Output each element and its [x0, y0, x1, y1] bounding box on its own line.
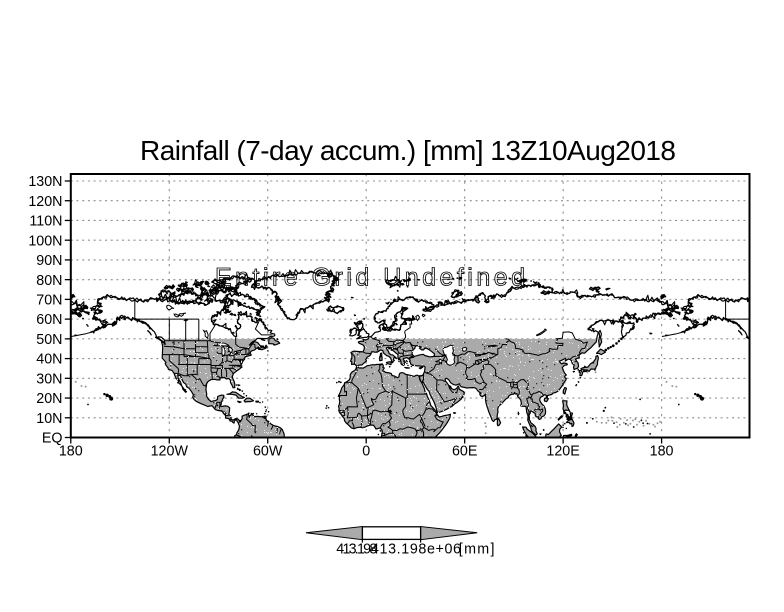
svg-text:60N: 60N — [36, 312, 62, 328]
svg-text:120E: 120E — [546, 443, 579, 459]
svg-text:60E: 60E — [452, 443, 477, 459]
svg-text:90N: 90N — [36, 253, 62, 269]
svg-text:EQ: EQ — [42, 431, 63, 447]
svg-text:80N: 80N — [36, 273, 62, 289]
svg-text:120N: 120N — [28, 194, 62, 210]
svg-text:180: 180 — [650, 443, 674, 459]
svg-text:110N: 110N — [29, 214, 62, 230]
svg-text:413.198: 413.198 — [336, 541, 377, 557]
svg-text:Rainfall (7-day accum.) [mm] 1: Rainfall (7-day accum.) [mm] 13Z10Aug201… — [140, 135, 676, 166]
svg-text:30N: 30N — [36, 371, 62, 387]
svg-text:40N: 40N — [36, 352, 62, 368]
svg-text:413.198e+06: 413.198e+06 — [371, 541, 461, 557]
svg-text:20N: 20N — [36, 391, 62, 407]
svg-text:[mm]: [mm] — [459, 541, 495, 557]
svg-text:120W: 120W — [151, 443, 189, 459]
svg-text:100N: 100N — [28, 233, 62, 249]
svg-text:180: 180 — [59, 443, 83, 459]
svg-text:70N: 70N — [36, 293, 62, 309]
svg-text:0: 0 — [362, 443, 370, 459]
svg-text:130N: 130N — [28, 174, 62, 190]
svg-text:10N: 10N — [36, 411, 62, 427]
svg-text:50N: 50N — [36, 332, 62, 348]
svg-text:60W: 60W — [253, 443, 283, 459]
